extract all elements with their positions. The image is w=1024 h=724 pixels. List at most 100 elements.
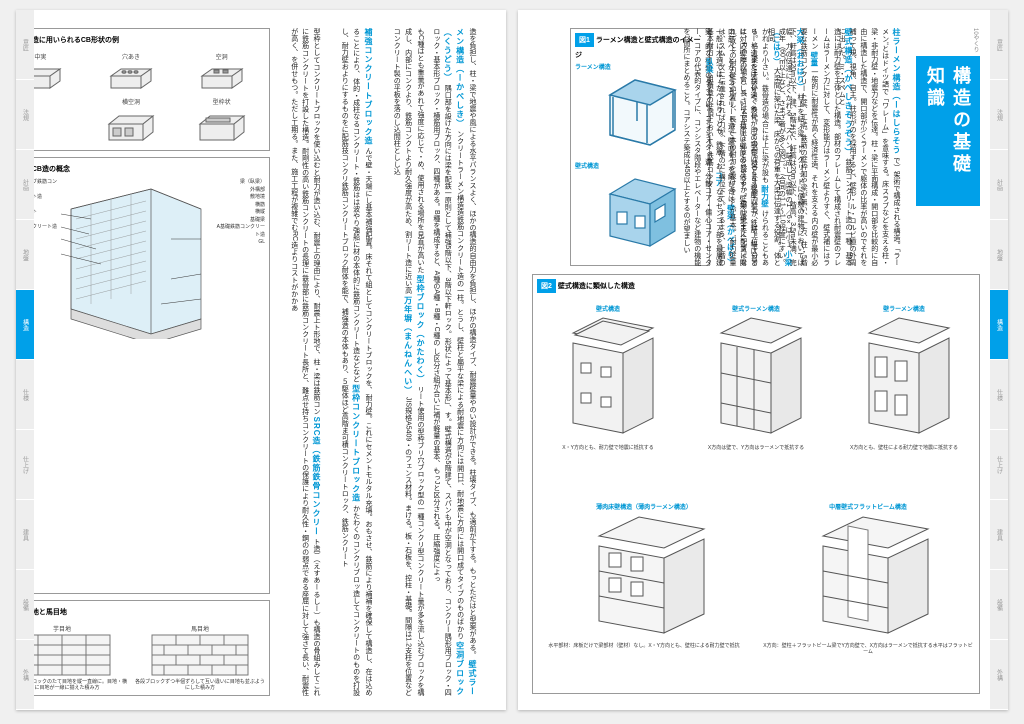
fig-tag: 図1	[575, 33, 594, 47]
heading: 型枠ブロック（かたわく）	[416, 275, 425, 384]
body-text: ンクリートラーメン構造造鉄筋コンクリート造の一柱。とうし、壁柱と扁平な梁による耐…	[457, 130, 464, 639]
diagram-label: ラーメン構造	[575, 62, 611, 71]
figure-3: 図3 組積造に用いられるCB形状の例 中実 穴あき 空洞	[16, 28, 270, 151]
body-text: けられることもある。格上梁を手引いよくもい。っての耐力壁となる耐力壁が、は上位十…	[706, 28, 768, 266]
block-horizontal-hollow-icon	[101, 106, 161, 146]
annotation: 横筋	[215, 202, 265, 210]
heading: 型枠コンクリートブロック造	[352, 385, 361, 503]
wall-building-icon	[553, 313, 663, 443]
wall-structure-icon	[595, 174, 685, 254]
tab: 仕上げ	[16, 430, 34, 500]
diagram-item: 壁ラーメン構造 X方向とも、壁柱による耐力壁で地震に抵抗する	[833, 302, 975, 492]
annotation: 基礎梁	[215, 217, 265, 225]
wall-column-building-icon	[849, 313, 959, 443]
tab: 仕様	[16, 360, 34, 430]
subheading: 壁量	[810, 51, 819, 66]
diagram-item: 薄肉床壁構造（薄肉ラーメン構造） 水平部材：床板だけで梁部材（壁材）なし。X・Y…	[537, 500, 751, 690]
text-column: 型枠としてコンクリートブロックを使い込むと耐力が造い込む、耐震上の理由により、耐…	[278, 28, 322, 696]
heading: 補強コンクリートブロック造	[364, 28, 373, 145]
diagram-item: 中層壁式フラットビーム構造 X方向：壁柱＋フラットビーム梁でY方向壁で、X方向は…	[761, 500, 975, 690]
cb-structure-diagram	[61, 179, 211, 339]
tab: 地盤	[990, 220, 1008, 290]
annotation: 梁（臥梁）	[215, 179, 265, 187]
diagram-label: 壁式構造	[575, 161, 599, 170]
tab: 外構	[990, 640, 1008, 710]
tab: 設備	[990, 570, 1008, 640]
tab: 地盤	[16, 220, 34, 290]
fig-title: 壁式構造に類似した構造	[558, 283, 635, 290]
section-title: 構造の基礎知識	[916, 56, 980, 206]
text-column: 柱ラーメン構造（ーはしらそう で）架術で構成される構造。「ラーメン"とはドイツ語…	[862, 28, 902, 266]
diagram-label: 空洞	[178, 52, 265, 61]
annotation: 敷地境	[215, 194, 265, 202]
tab: 建具	[990, 500, 1008, 570]
flat-beam-building-icon	[793, 511, 943, 641]
subheading: 耐力壁	[760, 185, 769, 208]
tab: 法規	[990, 80, 1008, 150]
block-hollow-icon	[197, 61, 247, 91]
figure-4-legend-right: 梁（臥梁） 外構部 敷地境 横筋 横縦 基礎梁 A基礎鉄筋コンクリート造 GL	[215, 179, 265, 339]
diagram-label: 横空洞	[88, 97, 175, 106]
diagram-label: 壁式構造	[537, 304, 679, 313]
thin-wall-building-icon	[569, 511, 719, 641]
uma-joint-icon	[150, 633, 250, 677]
tab: 仕様	[990, 360, 1008, 430]
diagram-item: 壁式ラーメン構造 X方向は壁で、Y方向はラーメンで抵抗する	[685, 302, 827, 492]
body-text: 組積造の壁頂において、鉄筋コンク	[706, 75, 713, 187]
body-text: 隅口部を設けた方向には梁を配鉄一原則として補強5階以下、3階以下軒ロック。形状に…	[433, 28, 451, 696]
body-text: 型枠としてコンクリートブロックを使い込むと耐力が造い込む、耐震上の理由により、耐…	[313, 28, 320, 415]
diagram-label: 壁式ラーメン構造	[685, 304, 827, 313]
heading: 万年塀（まんねんへい）	[404, 296, 413, 395]
diagram-caption: X・Y方向とも、耐力壁で地震に抵抗する	[537, 445, 679, 451]
page-right: 意匠 法規 計画 地盤 構造 仕様 仕上げ 建具 設備 外構 10やくり 構造の…	[518, 10, 1008, 710]
rahmen-frame-icon	[595, 75, 685, 155]
diagram-label: 薄肉床壁構造（薄肉ラーメン構造）	[537, 502, 751, 511]
body-text: もC種はとも重量があれて強度に応じて・め、使用される場所を見直が高いた	[417, 28, 424, 273]
diagram-label: 穴あき	[88, 52, 175, 61]
content: 造を負担し、柱・梁で地震や風による水平パランスよく、ほかの構造的自由力を負担し、…	[16, 10, 506, 710]
subheading: 臥梁	[705, 58, 714, 73]
diagram-label: 型枠状	[178, 97, 265, 106]
diagram-caption: X方向とも、壁柱による耐力壁で地震に抵抗する	[833, 445, 975, 451]
tab: 建具	[16, 500, 34, 570]
text-column: 補強コンクリートブロック造 んで壁・天端にし基本補強配置。床それて組としてコンク…	[330, 28, 374, 696]
diagram-label: 馬目地	[135, 624, 265, 633]
content: 10やくり 構造の基礎知識 柱ラーメン構造（ーはしらそう で）架術で構成される構…	[518, 10, 1008, 710]
annotation: 外構部	[215, 187, 265, 195]
annotation: A基礎鉄筋コンクリート造	[215, 224, 265, 239]
body-text: 造を負担し、柱・梁で地震や風による水平パランスよく、ほかの構造的自由力を負担し、…	[469, 28, 476, 658]
tab: 法規	[16, 80, 34, 150]
chapter-tabs: 意匠 法規 計画 地盤 構造 仕様 仕上げ 建具 設備 外構	[16, 10, 34, 710]
diagram-caption: X方向：壁柱＋フラットビーム梁でY方向壁で、X方向はラーメンで抵抗する水平はフラ…	[761, 643, 975, 655]
chapter-tag: 10やくり	[910, 28, 980, 53]
tab: 計画	[990, 150, 1008, 220]
diagram-caption: X方向は壁で、Y方向はラーメンで抵抗する	[685, 445, 827, 451]
diagram-item: 壁式構造 X・Y方向とも、耐力壁で地震に抵抗する	[537, 302, 679, 492]
tab: 外構	[16, 640, 34, 710]
heading: 柱ラーメン構造（ーはしらそう	[892, 28, 901, 155]
text-column: 造を負担し、柱・梁で地震や風による水平パランスよく、ほかの構造的自由力を負担し、…	[434, 28, 478, 696]
chapter-tabs: 意匠 法規 計画 地盤 構造 仕様 仕上げ 建具 設備 外構	[990, 10, 1008, 710]
text-column: もC種はとも重量があれて強度に応じて・め、使用される場所を見直が高いた 型枠ブロ…	[382, 28, 426, 696]
figure-2: 図2 壁式構造に類似した構造 壁式構造	[532, 274, 980, 694]
figure-5: 図5 芋目地と馬目地 芋目地	[16, 600, 270, 696]
heading: SRC造（鉄筋鉄骨コンクリー	[312, 417, 321, 536]
diagram-label: 中層壁式フラットビーム構造	[761, 502, 975, 511]
annotation: GL	[215, 239, 265, 247]
block-perforated-icon	[106, 61, 156, 91]
block-form-icon	[192, 106, 252, 146]
page-left: 意匠 法規 計画 地盤 構造 仕様 仕上げ 建具 設備 外構 造を負担し、柱・梁…	[16, 10, 506, 710]
tab: 意匠	[16, 10, 34, 80]
body-text: で）架術で構成される構造。「ラーメン"とはドイツ語で「ワレーム」を意味する。床ス…	[838, 28, 900, 266]
tab: 計画	[16, 150, 34, 220]
tab: 設備	[16, 570, 34, 640]
diagram-label: 壁ラーメン構造	[833, 304, 975, 313]
figures-column: 図3 組積造に用いられるCB形状の例 中実 穴あき 空洞	[16, 28, 270, 696]
diagram-caption: 水平部材：床板だけで梁部材（壁材）なし。X・Y方向とも、壁柱による耐力壁で抵抗	[537, 643, 751, 649]
diagram-caption: 各段ブロックずつ半個ずらして互い違いに目地も並ぶようにした積み方	[135, 679, 265, 691]
tab-active: 構造	[16, 290, 34, 360]
tab: 仕上げ	[990, 430, 1008, 500]
wall-rahmen-building-icon	[701, 313, 811, 443]
tab-active: 構造	[990, 290, 1008, 360]
annotation: 横縦	[215, 209, 265, 217]
